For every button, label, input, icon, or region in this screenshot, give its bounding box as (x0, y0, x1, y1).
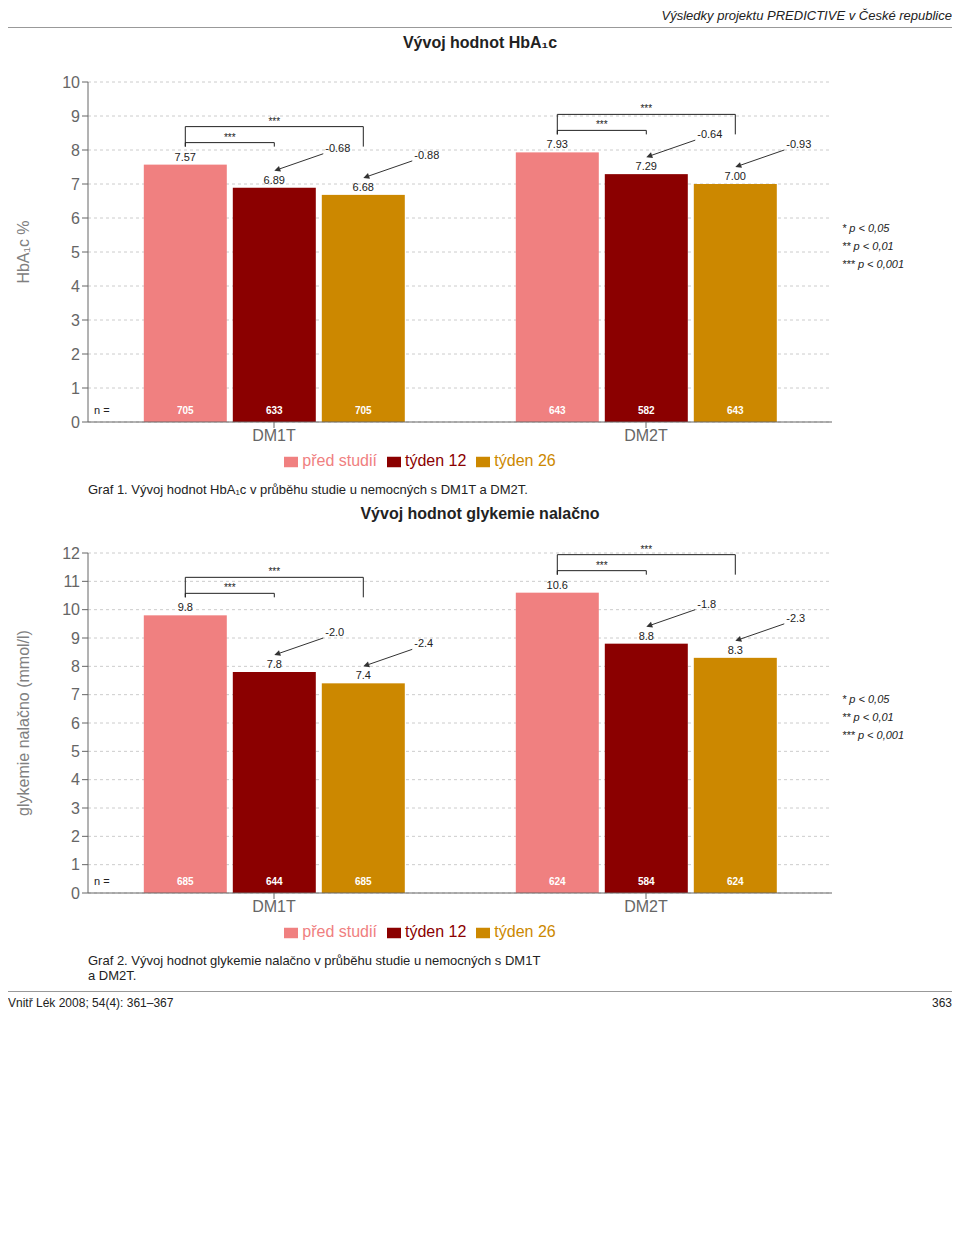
svg-text:7.29: 7.29 (636, 160, 657, 172)
svg-text:-0.68: -0.68 (325, 142, 350, 154)
svg-text:3: 3 (71, 800, 80, 817)
svg-text:7: 7 (71, 176, 80, 193)
svg-text:DM1T: DM1T (252, 427, 296, 444)
svg-text:-0.93: -0.93 (786, 138, 811, 150)
svg-text:1: 1 (71, 380, 80, 397)
svg-text:4: 4 (71, 278, 80, 295)
svg-text:***: *** (640, 544, 652, 555)
html-text:před studií: před studií (302, 923, 377, 940)
svg-text:9: 9 (71, 630, 80, 647)
svg-text:685: 685 (177, 876, 194, 887)
svg-text:glykemie nalačno (mmol/l): glykemie nalačno (mmol/l) (15, 630, 32, 816)
svg-text:** p < 0,01: ** p < 0,01 (842, 240, 894, 252)
svg-text:3: 3 (71, 312, 80, 329)
svg-text:-0.64: -0.64 (697, 128, 722, 140)
html-text:týden 26: týden 26 (494, 923, 556, 940)
svg-text:624: 624 (549, 876, 566, 887)
html-text:Graf 2. Vývoj hodnot glykemie: Graf 2. Vývoj hodnot glykemie nalačno v … (88, 953, 541, 983)
html-text:Výsledky projektu PREDICTIVE v: Výsledky projektu PREDICTIVE v České rep… (661, 8, 952, 23)
svg-text:***: *** (224, 132, 236, 143)
html-text:363: 363 (932, 996, 952, 1010)
html-text:před studií: před studií (302, 452, 377, 469)
svg-text:8: 8 (71, 658, 80, 675)
svg-text:7.8: 7.8 (267, 658, 282, 670)
svg-text:2: 2 (71, 346, 80, 363)
html-text:týden 12: týden 12 (405, 923, 467, 940)
svg-text:DM2T: DM2T (624, 427, 668, 444)
svg-text:685: 685 (355, 876, 372, 887)
html-text:Vývoj hodnot HbA₁c: Vývoj hodnot HbA₁c (402, 34, 558, 51)
svg-text:DM2T: DM2T (624, 898, 668, 915)
svg-text:0: 0 (71, 414, 80, 431)
svg-text:* p < 0,05: * p < 0,05 (842, 222, 890, 234)
svg-text:** p < 0,01: ** p < 0,01 (842, 711, 894, 723)
svg-text:7.4: 7.4 (356, 669, 371, 681)
svg-text:8.3: 8.3 (728, 644, 743, 656)
html-text:Vnitř Lék 2008; 54(4): 361–367: Vnitř Lék 2008; 54(4): 361–367 (8, 996, 174, 1010)
svg-text:DM1T: DM1T (252, 898, 296, 915)
svg-text:***: *** (268, 566, 280, 577)
html-text:Graf 1. Vývoj hodnot HbA₁c v p: Graf 1. Vývoj hodnot HbA₁c v průběhu stu… (88, 482, 528, 497)
svg-text:***: *** (224, 582, 236, 593)
svg-text:643: 643 (549, 405, 566, 416)
svg-text:644: 644 (266, 876, 283, 887)
svg-text:6: 6 (71, 210, 80, 227)
svg-text:7.00: 7.00 (725, 170, 746, 182)
svg-text:705: 705 (355, 405, 372, 416)
svg-text:-2.4: -2.4 (414, 637, 433, 649)
svg-text:582: 582 (638, 405, 655, 416)
svg-text:n =: n = (94, 404, 110, 416)
svg-text:-1.8: -1.8 (697, 598, 716, 610)
svg-text:584: 584 (638, 876, 655, 887)
svg-text:***: *** (596, 119, 608, 130)
svg-text:11: 11 (63, 573, 80, 590)
svg-text:2: 2 (71, 828, 80, 845)
html-text:týden 26: týden 26 (494, 452, 556, 469)
svg-text:HbA₁c %: HbA₁c % (15, 220, 32, 283)
svg-text:624: 624 (727, 876, 744, 887)
svg-text:10: 10 (62, 74, 80, 91)
svg-text:633: 633 (266, 405, 283, 416)
svg-text:7.93: 7.93 (547, 138, 568, 150)
svg-text:4: 4 (71, 771, 80, 788)
svg-text:7: 7 (71, 686, 80, 703)
svg-text:-2.3: -2.3 (786, 612, 805, 624)
svg-text:8: 8 (71, 142, 80, 159)
html-text:týden 12: týden 12 (405, 452, 467, 469)
svg-text:9.8: 9.8 (178, 601, 193, 613)
svg-text:7.57: 7.57 (175, 151, 196, 163)
svg-text:5: 5 (71, 743, 80, 760)
svg-text:12: 12 (62, 545, 80, 562)
svg-text:0: 0 (71, 885, 80, 902)
svg-text:9: 9 (71, 108, 80, 125)
svg-text:-2.0: -2.0 (325, 626, 344, 638)
svg-text:10.6: 10.6 (547, 579, 568, 591)
svg-text:6.68: 6.68 (353, 181, 374, 193)
svg-text:6: 6 (71, 715, 80, 732)
svg-text:***: *** (268, 116, 280, 127)
svg-text:8.8: 8.8 (639, 630, 654, 642)
svg-text:6.89: 6.89 (264, 174, 285, 186)
svg-text:***: *** (640, 103, 652, 114)
svg-text:5: 5 (71, 244, 80, 261)
svg-text:* p < 0,05: * p < 0,05 (842, 693, 890, 705)
svg-text:n =: n = (94, 875, 110, 887)
svg-text:10: 10 (62, 601, 80, 618)
svg-text:1: 1 (71, 856, 80, 873)
svg-text:*** p < 0,001: *** p < 0,001 (842, 729, 904, 741)
svg-text:643: 643 (727, 405, 744, 416)
svg-text:-0.88: -0.88 (414, 149, 439, 161)
svg-text:705: 705 (177, 405, 194, 416)
html-text:Vývoj hodnot glykemie nalačno: Vývoj hodnot glykemie nalačno (360, 505, 600, 522)
svg-text:***: *** (596, 560, 608, 571)
svg-text:*** p < 0,001: *** p < 0,001 (842, 258, 904, 270)
